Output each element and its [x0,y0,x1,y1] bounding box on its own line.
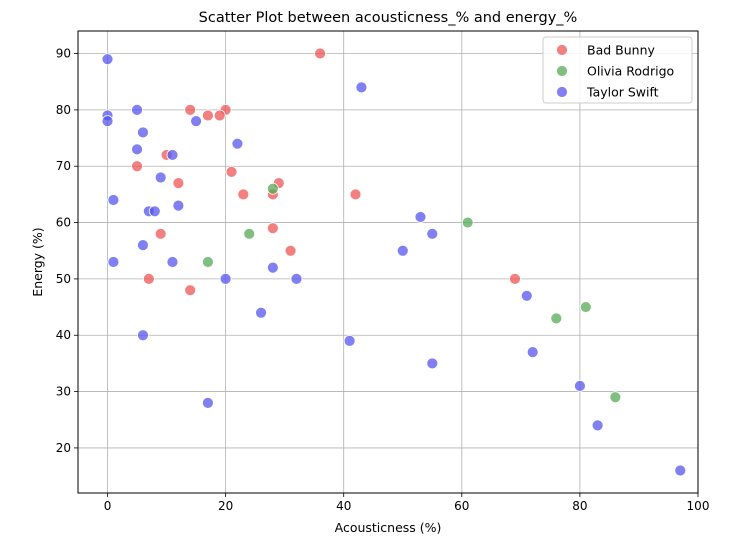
point-bad-bunny [154,227,167,240]
point-taylor-swift [255,306,267,319]
point-taylor-swift [137,239,149,251]
point-bad-bunny [284,244,297,257]
point-bad-bunny [172,177,185,190]
point-taylor-swift [396,244,409,257]
point-taylor-swift [426,227,439,240]
x-tick-label: 100 [687,499,710,513]
point-taylor-swift [202,396,214,409]
point-bad-bunny [184,284,197,297]
point-bad-bunny [509,273,521,285]
point-olivia-rodrigo [202,256,214,268]
y-axis-ticks: 20 30 40 50 60 70 80 90 [56,47,78,455]
point-bad-bunny [266,222,279,235]
point-taylor-swift [426,357,439,370]
point-taylor-swift [166,149,179,161]
point-bad-bunny [184,103,197,116]
point-bad-bunny [349,188,362,201]
point-taylor-swift [137,329,149,342]
point-taylor-swift [231,137,244,150]
y-tick-label: 90 [56,47,71,61]
point-taylor-swift [520,289,533,302]
x-axis-ticks: 0 20 40 60 80 100 [104,493,710,513]
y-tick-label: 70 [56,159,71,173]
legend-marker-bad-bunny [556,44,568,56]
point-taylor-swift [101,53,114,66]
y-tick-label: 50 [56,272,71,286]
point-taylor-swift [101,115,114,128]
point-bad-bunny [142,273,155,285]
x-tick-label: 60 [454,499,469,513]
point-taylor-swift [107,194,120,206]
point-olivia-rodrigo [609,391,622,404]
point-taylor-swift [154,171,167,184]
y-axis-label: Energy (%) [30,227,45,296]
point-taylor-swift [574,380,586,392]
y-tick-label: 20 [56,441,71,455]
point-taylor-swift [414,211,427,223]
point-taylor-swift [591,419,604,432]
point-taylor-swift [107,256,120,268]
x-tick-label: 20 [218,499,233,513]
x-axis-label: Acousticness (%) [335,520,442,535]
point-bad-bunny [213,109,226,122]
x-tick-label: 40 [336,499,351,513]
legend-marker-olivia-rodrigo [556,65,568,77]
plot-frame [77,30,699,494]
point-taylor-swift [190,115,202,128]
y-tick-label: 60 [56,216,71,230]
point-taylor-swift [148,205,161,218]
point-taylor-swift [166,256,179,268]
point-taylor-swift [266,261,279,274]
point-bad-bunny [131,160,143,173]
point-taylor-swift [131,143,143,156]
point-taylor-swift [355,81,368,94]
point-taylor-swift [131,103,143,116]
legend-marker-taylor-swift [556,86,568,98]
point-taylor-swift [343,334,356,347]
point-taylor-swift [674,464,687,477]
point-olivia-rodrigo [579,301,592,313]
legend-label-taylor-swift: Taylor Swift [586,85,659,100]
chart-title: Scatter Plot between acousticness_% and … [199,10,578,26]
point-olivia-rodrigo [550,312,563,325]
point-olivia-rodrigo [266,182,279,195]
point-taylor-swift [137,126,149,139]
point-bad-bunny [314,47,326,60]
point-bad-bunny [237,188,250,201]
y-tick-label: 40 [56,328,71,342]
y-tick-label: 80 [56,103,71,117]
legend-label-olivia-rodrigo: Olivia Rodrigo [587,64,674,79]
point-bad-bunny [225,165,238,178]
point-bad-bunny [202,109,214,122]
point-olivia-rodrigo [243,227,256,240]
x-tick-label: 80 [572,499,587,513]
point-taylor-swift [172,199,185,212]
point-olivia-rodrigo [461,216,474,229]
point-taylor-swift [219,273,232,285]
point-taylor-swift [290,273,303,285]
legend-label-bad-bunny: Bad Bunny [587,43,655,58]
point-taylor-swift [526,346,539,359]
y-tick-label: 30 [56,385,71,399]
legend: Bad Bunny Olivia Rodrigo Taylor Swift [542,36,693,104]
legend-box [542,36,693,104]
x-tick-label: 0 [104,499,112,513]
data-points [101,47,687,477]
